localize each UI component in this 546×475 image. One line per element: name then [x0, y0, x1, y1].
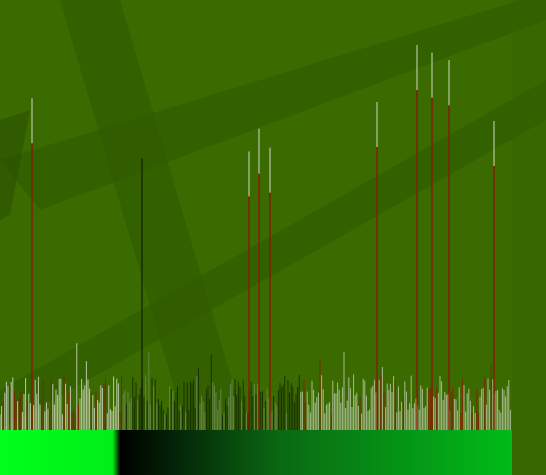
diagonal-band: [60, 0, 260, 475]
green-floor: [0, 430, 512, 475]
diagonal-band: [0, 110, 30, 220]
dense-bars: [0, 343, 511, 432]
diagonal-band: [0, 80, 546, 430]
tall-spikes: [31, 45, 495, 432]
right-edge-dark: [512, 0, 546, 475]
